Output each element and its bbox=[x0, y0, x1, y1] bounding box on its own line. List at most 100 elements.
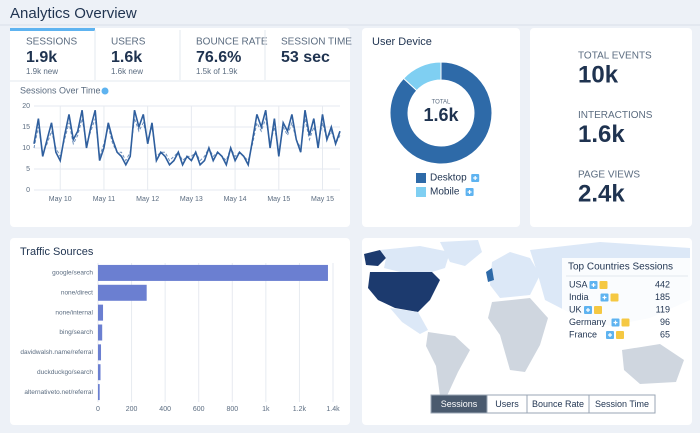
y-tick-label: 5 bbox=[26, 166, 30, 173]
y-tick-label: davidwalsh.name/referral bbox=[20, 349, 93, 356]
map-button-label[interactable]: Session Time bbox=[595, 399, 649, 409]
stat-value: 10k bbox=[578, 61, 619, 88]
map-button-label[interactable]: Sessions bbox=[441, 399, 478, 409]
line-series bbox=[33, 116, 341, 162]
panel-title: Traffic Sources bbox=[20, 246, 94, 258]
map-button-label[interactable]: Users bbox=[495, 399, 519, 409]
map-button[interactable] bbox=[588, 394, 656, 414]
country-value: 185 bbox=[655, 292, 670, 302]
country-name: France bbox=[569, 329, 597, 339]
plus-glyph bbox=[586, 308, 590, 312]
y-tick-label: none/internal bbox=[55, 309, 93, 316]
x-tick-label: May 15 bbox=[267, 196, 290, 203]
donut-slice bbox=[389, 61, 493, 165]
tab-value[interactable]: 53 sec bbox=[281, 49, 330, 66]
stat-label: INTERACTIONS bbox=[578, 110, 653, 121]
africa bbox=[488, 298, 548, 372]
country-value: 96 bbox=[660, 317, 670, 327]
tab-label[interactable]: SESSION TIME bbox=[281, 37, 352, 48]
plus-glyph bbox=[591, 283, 596, 287]
bar bbox=[98, 304, 104, 321]
x-tick-label: 600 bbox=[193, 406, 205, 413]
panel-title: User Device bbox=[372, 36, 432, 48]
country-value: 65 bbox=[660, 329, 670, 339]
greenland bbox=[440, 240, 482, 266]
donut-center-value: 1.6k bbox=[423, 105, 459, 125]
stat-value: 2.4k bbox=[578, 180, 625, 207]
y-tick-label: bing/search bbox=[59, 329, 93, 336]
y-tick-label: alternativeto.net/referral bbox=[24, 389, 93, 396]
x-tick-label: May 13 bbox=[180, 196, 203, 203]
y-tick-label: 0 bbox=[26, 187, 30, 194]
plus-glyph bbox=[602, 295, 607, 300]
alaska bbox=[364, 250, 386, 266]
tab-value[interactable]: 1.9k bbox=[26, 49, 57, 66]
y-tick-label: 15 bbox=[22, 124, 30, 131]
minus-icon[interactable] bbox=[621, 318, 630, 327]
usa bbox=[368, 272, 440, 312]
tab-sub: 1.9k new bbox=[26, 67, 58, 76]
country-name: India bbox=[569, 292, 589, 302]
country-name: UK bbox=[569, 304, 582, 314]
country-value: 119 bbox=[656, 304, 670, 314]
minus-icon[interactable] bbox=[616, 331, 624, 339]
plus-glyph bbox=[467, 190, 472, 194]
bar bbox=[98, 384, 100, 401]
donut-slice bbox=[402, 61, 442, 92]
tab-sub: 1.5k of 1.9k bbox=[196, 67, 238, 76]
bar bbox=[98, 364, 101, 381]
x-tick-label: 1k bbox=[262, 406, 270, 413]
tab-label[interactable]: BOUNCE RATE bbox=[196, 37, 268, 48]
y-tick-label: google/search bbox=[52, 270, 93, 277]
plus-glyph bbox=[608, 333, 612, 337]
device-panel bbox=[362, 28, 520, 227]
tab-label[interactable]: SESSIONS bbox=[26, 37, 77, 48]
x-tick-label: 0 bbox=[96, 406, 100, 413]
australia bbox=[622, 344, 684, 384]
map-button-label[interactable]: Bounce Rate bbox=[532, 399, 584, 409]
europe bbox=[490, 252, 540, 298]
legend-label: Mobile bbox=[430, 187, 460, 198]
x-tick-label: May 11 bbox=[93, 196, 116, 203]
stat-label: TOTAL EVENTS bbox=[578, 51, 652, 62]
x-tick-label: May 12 bbox=[136, 196, 159, 203]
uk bbox=[486, 268, 494, 282]
country-name: USA bbox=[569, 279, 588, 289]
x-tick-label: 1.4k bbox=[326, 406, 340, 413]
x-tick-label: 1.2k bbox=[293, 406, 307, 413]
minus-icon[interactable] bbox=[610, 293, 619, 302]
plus-glyph bbox=[613, 320, 618, 325]
plus-glyph bbox=[473, 176, 478, 180]
minus-icon[interactable] bbox=[594, 306, 602, 314]
bar bbox=[98, 264, 328, 281]
x-tick-label: 200 bbox=[126, 406, 138, 413]
tab-value[interactable]: 1.6k bbox=[111, 49, 142, 66]
tab-label[interactable]: USERS bbox=[111, 37, 146, 48]
page-title: Analytics Overview bbox=[10, 5, 137, 22]
x-tick-label: May 14 bbox=[224, 196, 247, 203]
y-tick-label: duckduckgo/search bbox=[37, 369, 93, 376]
bar bbox=[98, 324, 103, 341]
x-tick-label: 400 bbox=[159, 406, 171, 413]
legend-swatch bbox=[416, 173, 426, 183]
y-tick-label: 10 bbox=[22, 145, 30, 152]
info-icon[interactable] bbox=[101, 87, 109, 95]
country-name: Germany bbox=[569, 317, 607, 327]
canada bbox=[380, 246, 450, 272]
x-tick-label: May 10 bbox=[49, 196, 72, 203]
bar bbox=[98, 284, 147, 301]
tab-value[interactable]: 76.6% bbox=[196, 49, 241, 66]
tab-active-bar bbox=[10, 28, 95, 31]
countries-box bbox=[562, 258, 690, 344]
x-tick-label: May 15 bbox=[311, 196, 334, 203]
x-tick-label: 800 bbox=[226, 406, 238, 413]
minus-icon[interactable] bbox=[599, 281, 608, 289]
bar bbox=[98, 344, 102, 361]
chart-title: Sessions Over Time bbox=[20, 85, 101, 95]
legend-label: Desktop bbox=[430, 173, 467, 184]
country-value: 442 bbox=[655, 279, 670, 289]
mexico bbox=[390, 308, 428, 334]
stats-panel bbox=[530, 28, 692, 227]
